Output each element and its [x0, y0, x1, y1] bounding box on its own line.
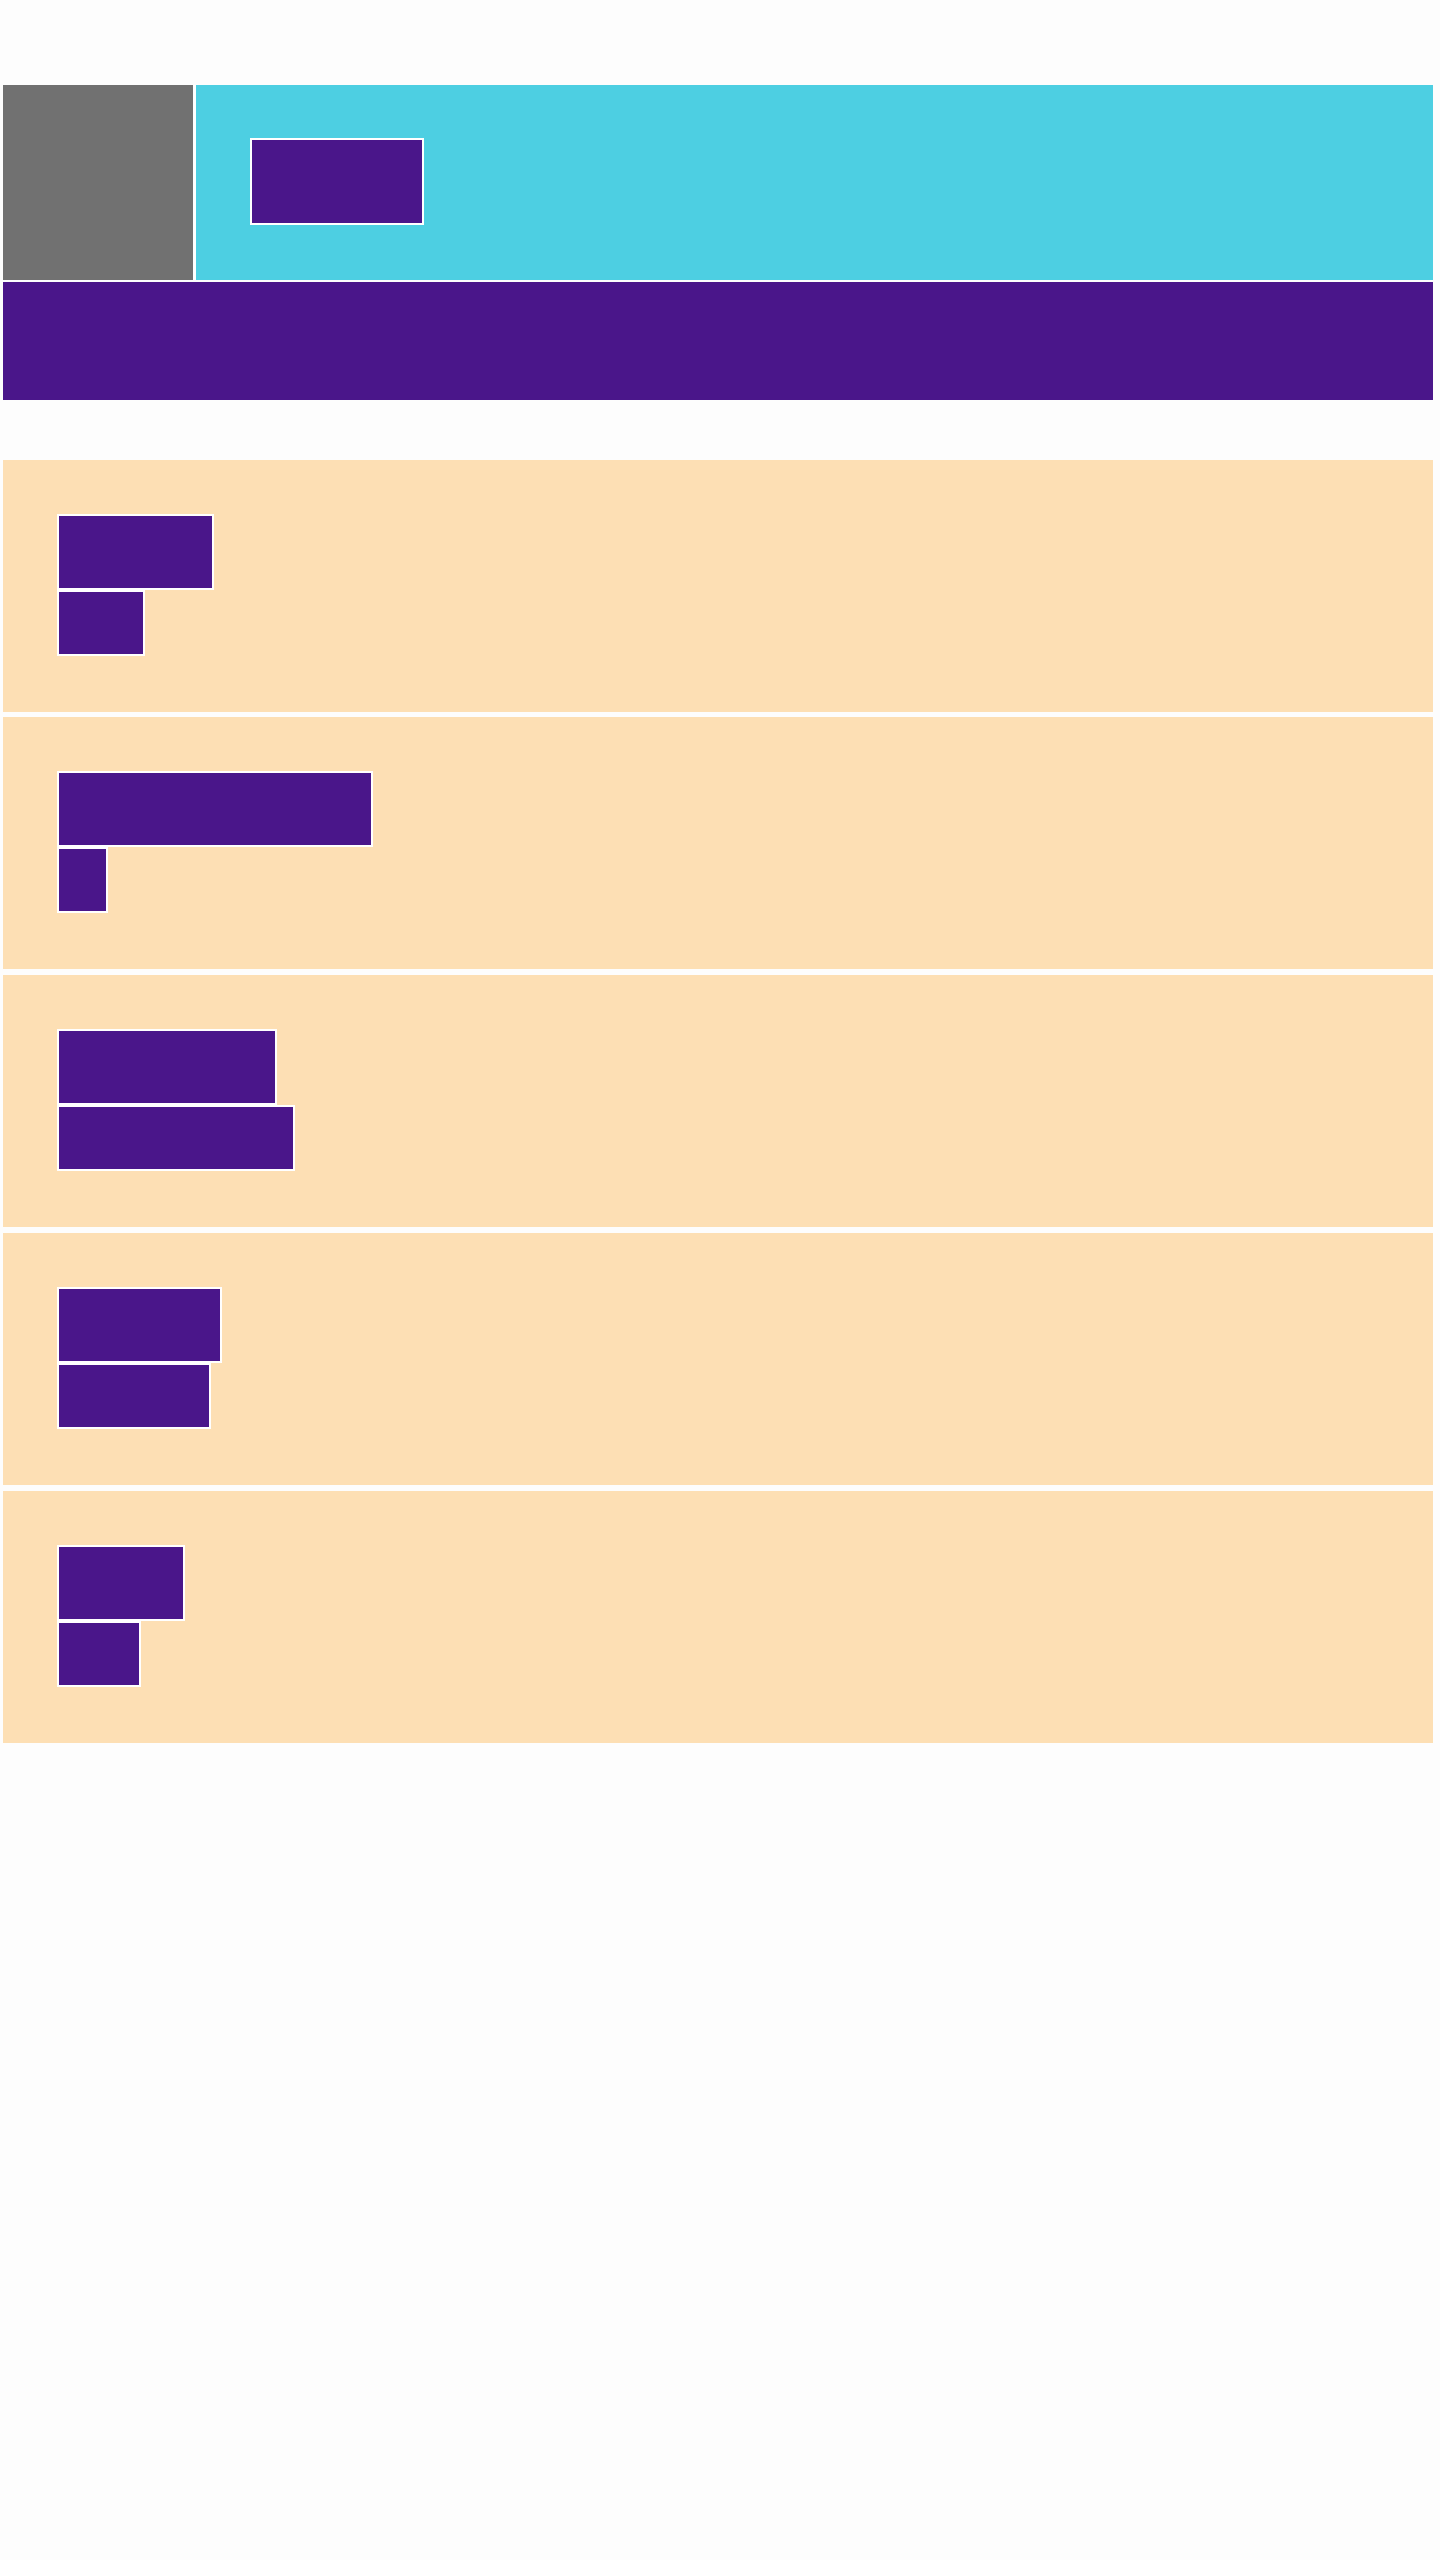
list-item-title	[57, 1287, 222, 1363]
list-item[interactable]	[3, 975, 1433, 1227]
list-item-subtitle	[57, 590, 145, 656]
list-item-subtitle	[57, 1621, 141, 1687]
list-item-title	[57, 1545, 185, 1621]
list-item[interactable]	[3, 717, 1433, 969]
list-item[interactable]	[3, 460, 1433, 712]
list-item[interactable]	[3, 1233, 1433, 1485]
app-header	[3, 85, 1433, 280]
list-item[interactable]	[3, 1491, 1433, 1743]
list-item-subtitle	[57, 1105, 295, 1171]
list-item-title	[57, 1029, 277, 1105]
list-item-subtitle	[57, 847, 108, 913]
banner	[3, 282, 1433, 400]
header-bar	[196, 85, 1433, 280]
list-item-title	[57, 771, 373, 847]
list-item-subtitle	[57, 1363, 211, 1429]
header-title	[250, 138, 424, 225]
list-item-title	[57, 514, 214, 590]
header-thumbnail[interactable]	[3, 85, 196, 280]
